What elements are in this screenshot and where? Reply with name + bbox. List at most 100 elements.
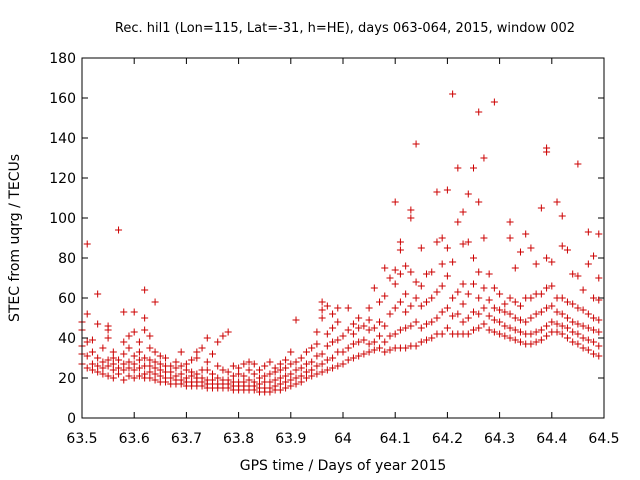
data-point <box>506 310 514 318</box>
data-point <box>590 252 598 260</box>
data-point <box>120 360 128 368</box>
data-point <box>302 368 310 376</box>
y-tick-label: 140 <box>49 131 76 147</box>
data-point <box>146 344 154 352</box>
data-point <box>365 340 373 348</box>
data-point <box>449 90 457 98</box>
data-point <box>329 310 337 318</box>
data-point <box>302 348 310 356</box>
data-point <box>214 338 222 346</box>
data-point <box>402 344 410 352</box>
data-point <box>381 338 389 346</box>
data-point <box>370 346 378 354</box>
data-point <box>135 338 143 346</box>
data-point <box>558 212 566 220</box>
data-point <box>261 372 269 380</box>
data-point <box>109 360 117 368</box>
data-point <box>438 234 446 242</box>
data-point <box>543 322 551 330</box>
data-point <box>198 374 206 382</box>
data-point <box>417 338 425 346</box>
data-point <box>120 366 128 374</box>
data-point <box>156 372 164 380</box>
data-point <box>109 366 117 374</box>
data-point <box>188 356 196 364</box>
data-point <box>240 378 248 386</box>
data-point <box>141 326 149 334</box>
data-point <box>339 360 347 368</box>
data-point <box>574 272 582 280</box>
y-tick-label: 100 <box>49 211 76 227</box>
data-point <box>188 368 196 376</box>
data-point <box>214 374 222 382</box>
data-point <box>376 318 384 326</box>
data-point <box>318 368 326 376</box>
data-point <box>511 298 519 306</box>
data-point <box>120 350 128 358</box>
data-point <box>459 300 467 308</box>
data-point <box>276 374 284 382</box>
data-point <box>516 328 524 336</box>
data-point <box>209 370 216 378</box>
data-point <box>511 336 519 344</box>
data-point <box>125 344 133 352</box>
data-point <box>297 378 305 386</box>
data-point <box>240 360 248 368</box>
data-point <box>344 326 352 334</box>
data-point <box>485 270 493 278</box>
plot-frame <box>81 57 605 419</box>
data-point <box>83 240 91 248</box>
data-point <box>349 354 357 362</box>
data-point <box>433 288 441 296</box>
data-point <box>255 380 263 388</box>
data-point <box>443 304 451 312</box>
data-point <box>396 238 404 246</box>
data-point <box>235 370 243 378</box>
data-point <box>193 348 201 356</box>
data-point <box>370 324 378 332</box>
data-points <box>78 90 603 396</box>
data-point <box>417 282 425 290</box>
data-point <box>360 336 368 344</box>
data-point <box>595 274 603 282</box>
data-point <box>475 198 483 206</box>
data-point <box>475 324 483 332</box>
data-point <box>135 372 143 380</box>
data-point <box>485 312 493 320</box>
data-point <box>402 308 410 316</box>
data-point <box>266 378 274 386</box>
data-point <box>423 320 431 328</box>
data-point <box>297 372 305 380</box>
data-point <box>428 294 436 302</box>
data-point <box>302 360 310 368</box>
data-point <box>99 370 107 378</box>
y-tick-label: 180 <box>49 51 76 67</box>
data-point <box>203 358 211 366</box>
data-point <box>125 358 133 366</box>
data-point <box>323 342 331 350</box>
data-point <box>104 356 112 364</box>
data-point <box>527 340 535 348</box>
data-point <box>266 384 274 392</box>
data-point <box>245 376 253 384</box>
data-point <box>292 380 300 388</box>
data-point <box>579 306 587 314</box>
data-point <box>443 186 451 194</box>
data-point <box>386 346 394 354</box>
data-point <box>412 294 420 302</box>
data-point <box>130 360 138 368</box>
data-point <box>355 352 363 360</box>
data-point <box>402 262 410 270</box>
data-point <box>527 330 535 338</box>
data-point <box>308 358 316 366</box>
data-point <box>255 374 263 382</box>
data-point <box>443 244 451 252</box>
data-point <box>569 300 577 308</box>
data-point <box>511 264 519 272</box>
data-point <box>480 284 488 292</box>
data-point <box>454 288 462 296</box>
data-point <box>407 268 415 276</box>
data-point <box>109 348 117 356</box>
x-tick-label: 64.5 <box>588 431 619 447</box>
data-point <box>402 290 410 298</box>
